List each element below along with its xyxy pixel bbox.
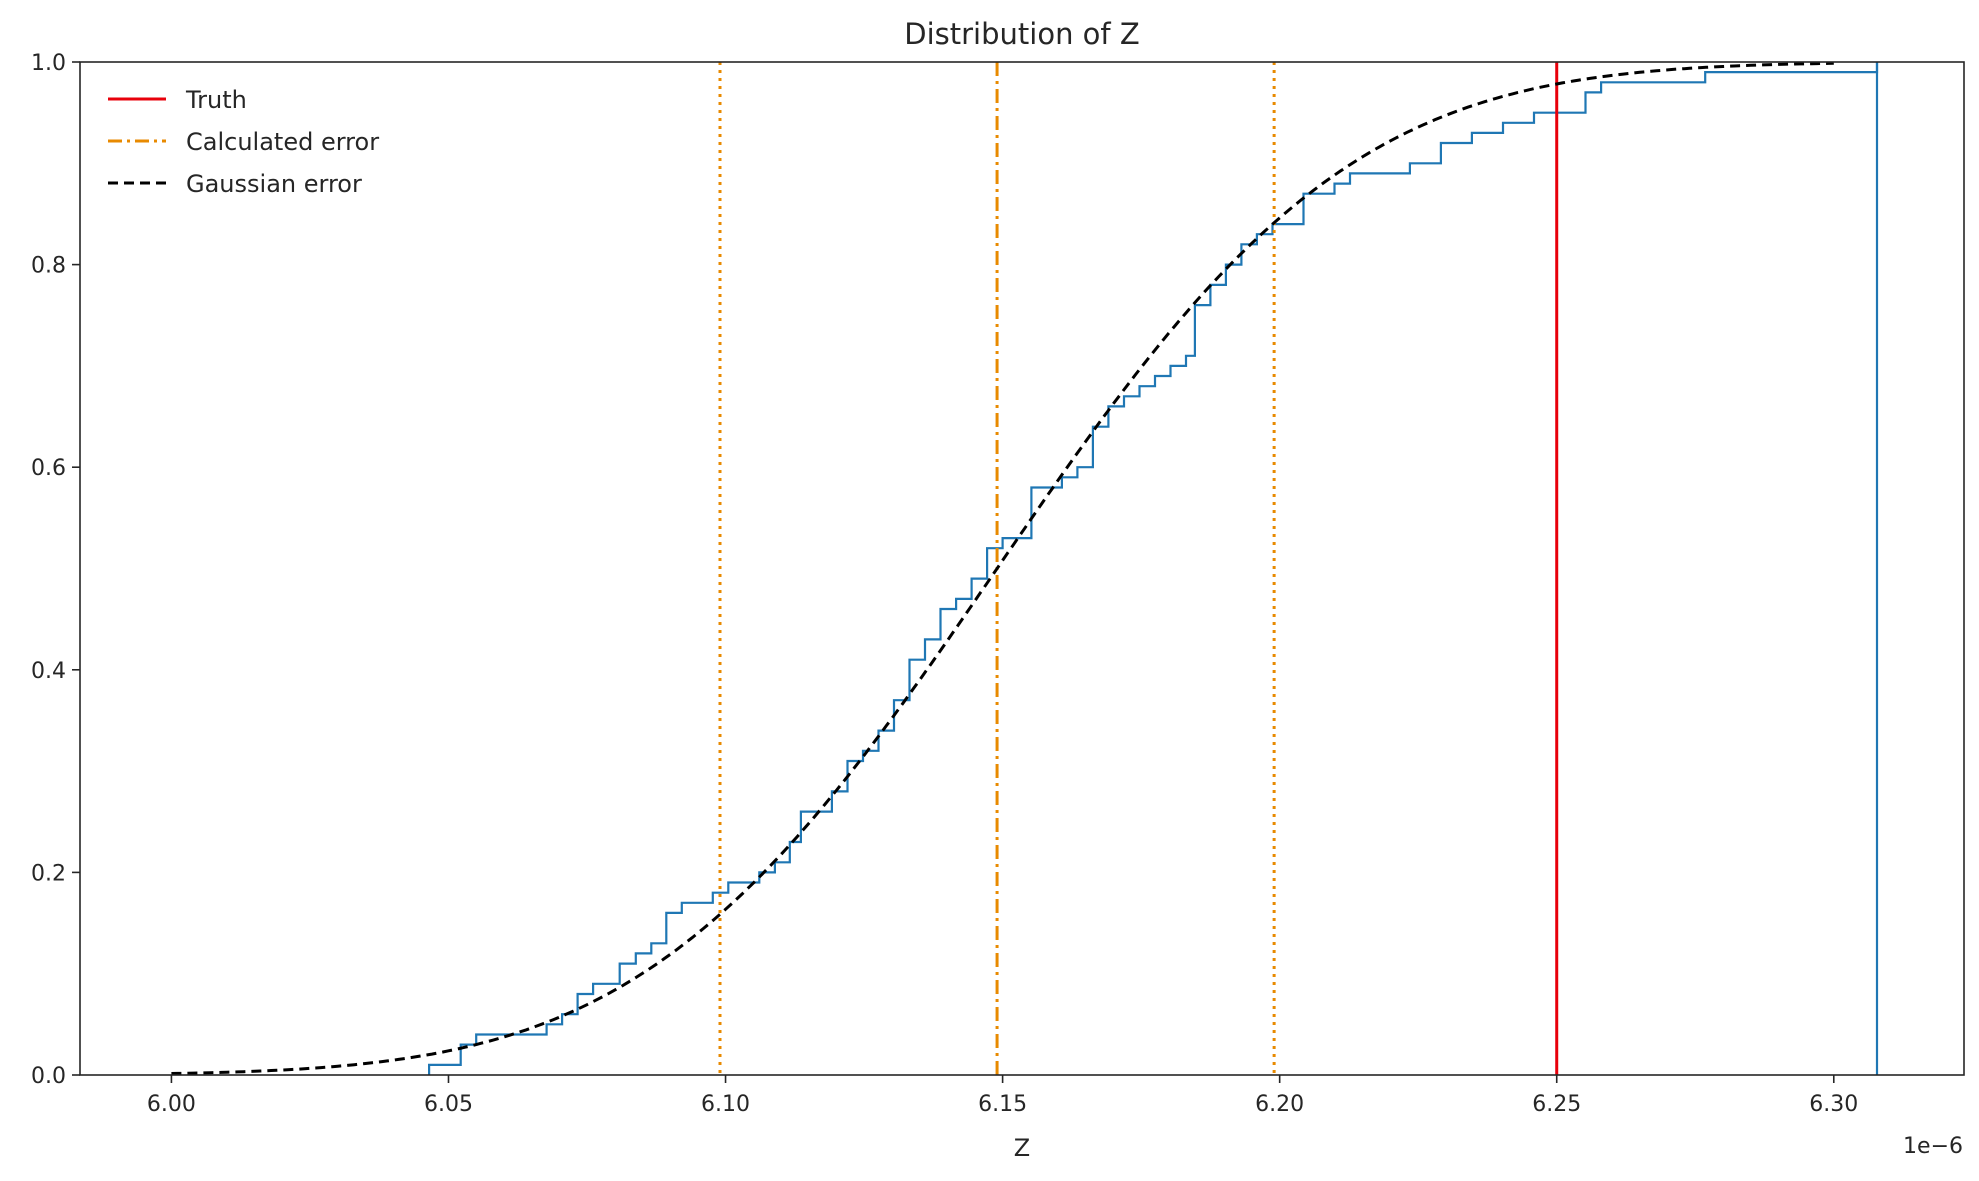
legend-entry-gaussian-error: Gaussian error bbox=[108, 170, 362, 198]
legend-label-calculated-error: Calculated error bbox=[186, 128, 379, 156]
gaussian-cdf-line bbox=[171, 61, 1834, 1075]
y-tick-label-2: 0.4 bbox=[31, 659, 66, 684]
x-offset-label: 1e−6 bbox=[1903, 1134, 1963, 1159]
x-tick-label-1: 6.05 bbox=[424, 1092, 473, 1117]
y-tick-label-3: 0.6 bbox=[31, 456, 66, 481]
legend-label-gaussian-error: Gaussian error bbox=[186, 170, 362, 198]
x-tick-label-6: 6.30 bbox=[1809, 1092, 1858, 1117]
x-tick-label-5: 6.25 bbox=[1532, 1092, 1581, 1117]
y-tick-label-5: 1.0 bbox=[31, 51, 66, 76]
legend: Truth Calculated error Gaussian error bbox=[108, 86, 379, 198]
legend-entry-truth: Truth bbox=[108, 86, 247, 114]
x-axis-label: Z bbox=[1014, 1134, 1030, 1162]
legend-label-truth: Truth bbox=[185, 86, 247, 114]
y-tick-label-0: 0.0 bbox=[31, 1064, 66, 1089]
y-tick-label-1: 0.2 bbox=[31, 861, 66, 886]
y-tick-label-4: 0.8 bbox=[31, 254, 66, 279]
ecdf-line bbox=[428, 62, 1879, 1075]
x-tick-label-3: 6.15 bbox=[978, 1092, 1027, 1117]
x-tick-label-2: 6.10 bbox=[701, 1092, 750, 1117]
plot-frame bbox=[79, 61, 1965, 1076]
legend-entry-calculated-error: Calculated error bbox=[108, 128, 379, 156]
x-tick-label-4: 6.20 bbox=[1255, 1092, 1304, 1117]
chart-title: Distribution of Z bbox=[904, 17, 1139, 51]
x-tick-label-0: 6.00 bbox=[147, 1092, 196, 1117]
axis-ticks: 6.00 6.05 6.10 6.15 6.20 6.25 6.30 0.0 0.2 0.4 0.6… bbox=[31, 51, 1858, 1117]
plot-area bbox=[171, 61, 1879, 1075]
